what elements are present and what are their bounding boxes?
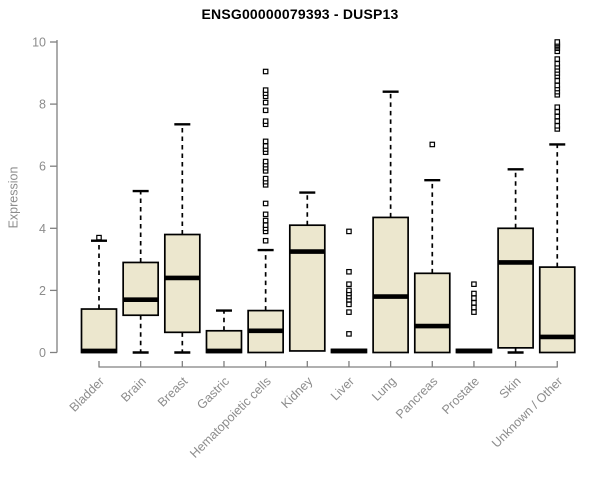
outlier-point [554,123,561,129]
box-gastric [205,309,243,354]
iqr-box [80,308,118,354]
outlier-point [554,118,561,124]
outlier-point [346,309,352,315]
box-bladder [80,234,118,354]
outlier-point [554,78,561,84]
outlier-point [262,211,269,218]
x-tick-label: Pancreas [393,374,440,421]
y-tick-label: 2 [39,284,46,298]
outlier-point [262,107,269,114]
box-prostate [455,281,493,354]
outlier-point [346,301,352,308]
iqr-box [163,233,201,334]
outlier-point [554,109,561,115]
x-tick-label: Kidney [278,374,315,411]
outlier-point [262,175,269,182]
box-breast [163,123,201,354]
outlier-point [471,304,477,311]
y-tick-label: 4 [39,222,46,236]
x-tick-label: Hematopoietic cells [187,374,274,461]
outlier-point [262,222,269,228]
outlier-point [346,281,352,287]
box-pancreas [413,141,451,354]
outlier-point [554,113,561,120]
x-tick-label: Liver [328,374,357,403]
x-tick-label: Brain [118,374,149,405]
outlier-point [429,141,436,148]
y-axis: 0 2 4 6 8 10 [32,36,58,360]
box-unknown-other [538,39,576,354]
y-tick-label: 6 [39,160,46,174]
outlier-point [554,82,561,89]
iqr-box [413,272,451,354]
outlier-point [471,309,477,315]
outlier-point [554,104,561,111]
outlier-point [262,68,269,75]
x-tick-label: Bladder [67,374,107,414]
box-liver [330,228,368,354]
iqr-box [122,261,160,317]
outlier-point [471,295,477,301]
box-brain [122,189,160,354]
iqr-box [497,227,534,349]
outlier-point [262,158,269,165]
outlier-point [262,99,269,106]
x-tick-label: Skin [497,374,524,401]
y-tick-label: 0 [39,346,46,360]
iqr-box [372,216,409,354]
y-tick-label: 10 [32,36,46,50]
outlier-point [471,290,477,297]
iqr-box [538,266,576,354]
outlier-point [262,138,269,145]
outlier-point [262,217,269,224]
outlier-point [262,237,269,244]
x-tick-label: Breast [155,374,191,410]
iqr-box [288,224,326,352]
box-lung [372,90,409,354]
box-hematopoietic-cells [247,68,284,354]
outlier-point [554,39,561,45]
box-kidney [288,191,326,352]
box-skin [497,168,534,354]
outlier-point [262,200,269,207]
outlier-point [346,287,352,294]
outlier-point [346,331,352,337]
x-tick-label: Prostate [439,374,482,417]
outlier-point [262,118,269,124]
outlier-point [346,268,352,275]
x-tick-label: Unknown / Other [489,374,565,450]
outlier-point [471,300,477,306]
outlier-point [471,281,477,287]
outlier-point [262,87,269,93]
outlier-point [554,56,561,62]
outlier-point [262,143,269,149]
outlier-point [96,234,102,241]
x-tick-label: Lung [369,374,399,404]
x-tick-label: Gastric [194,374,232,412]
outlier-point [554,60,561,67]
outlier-point [346,228,352,235]
y-tick-label: 8 [39,98,46,112]
